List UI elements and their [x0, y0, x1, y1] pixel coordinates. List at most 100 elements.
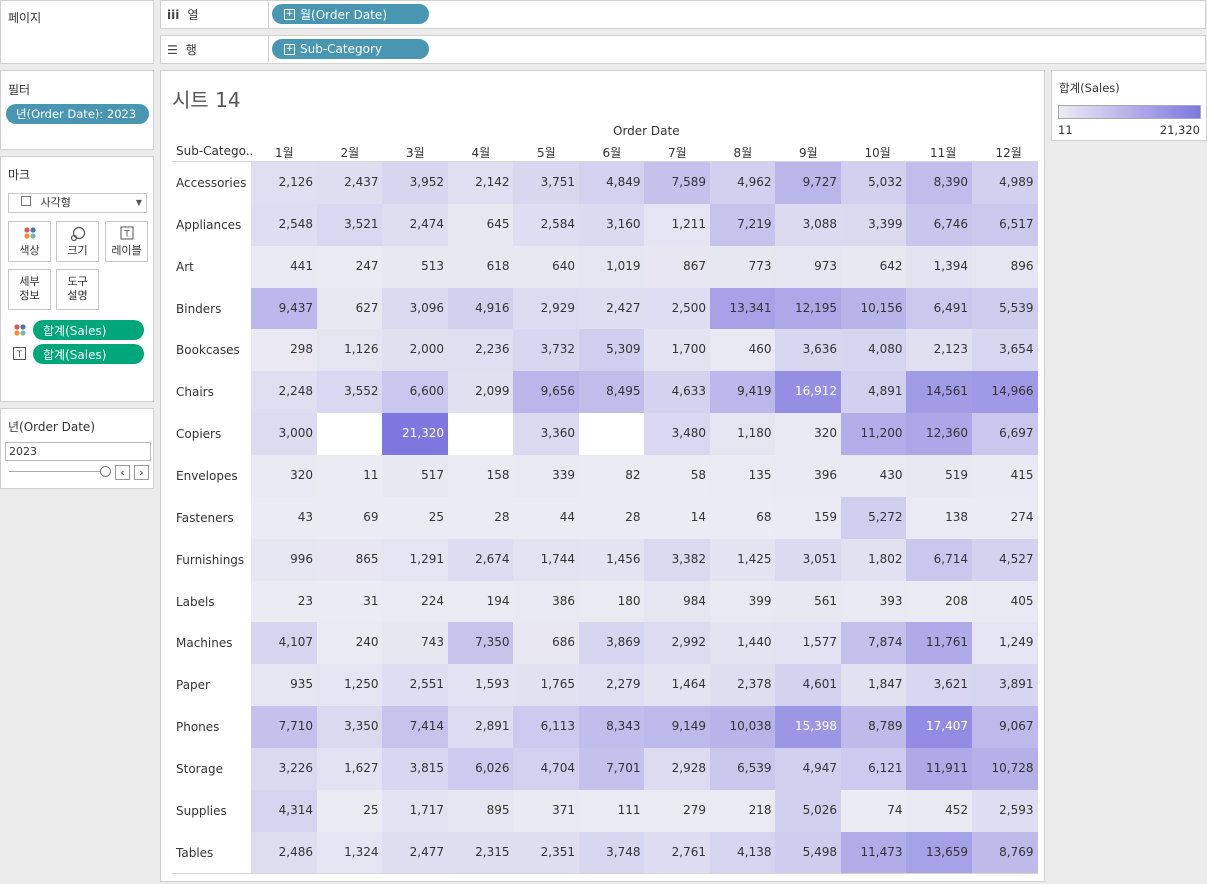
heatmap-cell[interactable]: 69 — [316, 496, 383, 540]
row-header[interactable]: Accessories — [176, 176, 247, 190]
heatmap-cell[interactable]: 618 — [447, 245, 514, 289]
heatmap-cell[interactable]: 8,390 — [906, 162, 972, 205]
heatmap-cell[interactable]: 3,360 — [513, 413, 579, 456]
heatmap-cell[interactable]: 2,674 — [447, 538, 514, 581]
heatmap-cell[interactable]: 1,425 — [709, 538, 776, 581]
heatmap-cell[interactable]: 4,633 — [644, 371, 710, 414]
heatmap-cell[interactable]: 1,593 — [447, 664, 514, 707]
heatmap-cell[interactable]: 14,966 — [971, 371, 1038, 414]
heatmap-cell[interactable]: 6,026 — [447, 747, 514, 791]
heatmap-cell[interactable]: 4,314 — [251, 789, 317, 833]
heatmap-cell[interactable]: 3,751 — [513, 162, 579, 205]
heatmap-cell[interactable]: 7,350 — [447, 622, 514, 665]
heatmap-cell[interactable]: 441 — [251, 245, 317, 289]
heatmap-cell[interactable]: 867 — [644, 245, 710, 289]
marks-panel[interactable]: 마크 사각형 ▼ 색상 크기 T 레이블 세부 정보 도구 설명 합계(Sale… — [0, 156, 154, 402]
heatmap-cell[interactable]: 430 — [840, 454, 907, 498]
heatmap-cell[interactable]: 7,701 — [578, 747, 645, 791]
row-header[interactable]: Copiers — [176, 427, 222, 442]
heatmap-cell[interactable]: 1,456 — [578, 538, 645, 581]
heatmap-cell[interactable]: 3,480 — [644, 413, 710, 456]
columns-pill[interactable]: + 월(Order Date) — [272, 4, 429, 24]
heatmap-cell[interactable]: 3,869 — [578, 622, 645, 665]
heatmap-cell[interactable]: 8,769 — [971, 831, 1038, 874]
heatmap-cell[interactable]: 2,248 — [251, 371, 317, 414]
row-header[interactable]: Bookcases — [176, 343, 240, 358]
heatmap-cell[interactable]: 135 — [709, 454, 776, 498]
heatmap-cell[interactable]: 9,067 — [971, 706, 1038, 749]
heatmap-cell[interactable]: 12,195 — [775, 287, 841, 330]
heatmap-cell[interactable]: 10,038 — [709, 706, 776, 749]
heatmap-cell[interactable]: 3,815 — [382, 747, 448, 791]
heatmap-cell[interactable]: 1,211 — [644, 203, 710, 247]
heatmap-cell[interactable]: 16,912 — [775, 371, 841, 414]
heatmap-cell[interactable]: 3,521 — [316, 203, 383, 247]
month-header[interactable]: 7월 — [668, 146, 687, 160]
heatmap-cell[interactable]: 2,123 — [906, 329, 972, 372]
heatmap-cell[interactable]: 3,096 — [382, 287, 448, 330]
heatmap-cell[interactable]: 2,500 — [644, 287, 710, 330]
row-header[interactable]: Storage — [176, 761, 223, 776]
heatmap-cell[interactable]: 4,849 — [578, 162, 645, 205]
color-button[interactable]: 색상 — [8, 221, 51, 262]
heatmap-cell[interactable]: 7,414 — [382, 706, 448, 749]
heatmap-cell[interactable]: 11,200 — [840, 413, 907, 456]
heatmap-cell[interactable]: 9,727 — [775, 162, 841, 205]
year-filter-value[interactable]: 2023 — [5, 442, 151, 461]
heatmap-cell[interactable]: 386 — [513, 580, 579, 623]
heatmap-cell[interactable]: 2,279 — [578, 664, 645, 707]
heatmap-cell[interactable]: 224 — [382, 580, 448, 623]
heatmap-cell[interactable]: 158 — [447, 454, 514, 498]
heatmap-cell[interactable]: 3,621 — [906, 664, 972, 707]
heatmap-cell[interactable]: 3,051 — [775, 538, 841, 581]
heatmap-cell[interactable]: 896 — [971, 245, 1038, 289]
heatmap-cell[interactable]: 138 — [906, 496, 972, 540]
heatmap-cell[interactable]: 13,341 — [709, 287, 776, 330]
row-header[interactable]: Art — [176, 259, 194, 274]
heatmap-cell[interactable]: 7,874 — [840, 622, 907, 665]
columns-shelf[interactable]: iii 열 + 월(Order Date) — [160, 0, 1206, 29]
filter-pill-year[interactable]: 년(Order Date): 2023 — [6, 104, 149, 124]
prev-button[interactable]: ‹ — [115, 465, 130, 480]
heatmap-cell[interactable]: 1,847 — [840, 664, 907, 707]
heatmap-cell[interactable]: 2,584 — [513, 203, 579, 247]
heatmap-cell[interactable]: 1,700 — [644, 329, 710, 372]
heatmap-cell[interactable]: 11,761 — [906, 622, 972, 665]
rows-shelf[interactable]: ☰ 행 + Sub-Category — [160, 35, 1206, 64]
heatmap-cell[interactable]: 6,746 — [906, 203, 972, 247]
heatmap-cell[interactable]: 10,156 — [840, 287, 907, 330]
heatmap-cell[interactable]: 935 — [251, 664, 317, 707]
heatmap-cell[interactable]: 25 — [316, 789, 383, 833]
month-header[interactable]: 10월 — [864, 146, 891, 160]
month-header[interactable]: 9월 — [799, 146, 818, 160]
heatmap-cell[interactable]: 405 — [971, 580, 1038, 623]
heatmap-cell[interactable]: 895 — [447, 789, 514, 833]
heatmap-cell[interactable]: 240 — [316, 622, 383, 665]
heatmap-cell[interactable]: 208 — [906, 580, 972, 623]
month-header[interactable]: 1월 — [275, 146, 294, 160]
heatmap-cell[interactable]: 1,577 — [775, 622, 841, 665]
heatmap-cell[interactable]: 74 — [840, 789, 907, 833]
heatmap-cell[interactable]: 111 — [578, 789, 645, 833]
heatmap-cell[interactable]: 9,437 — [251, 287, 317, 330]
heatmap-cell[interactable]: 25 — [382, 496, 448, 540]
heatmap-cell[interactable]: 68 — [709, 496, 776, 540]
heatmap-cell[interactable]: 2,548 — [251, 203, 317, 247]
heatmap-cell[interactable]: 513 — [382, 245, 448, 289]
heatmap-cell[interactable]: 1,291 — [382, 538, 448, 581]
expand-icon[interactable]: + — [284, 43, 295, 55]
heatmap-cell[interactable]: 973 — [775, 245, 841, 289]
heatmap-cell[interactable]: 3,088 — [775, 203, 841, 247]
row-header[interactable]: Fasteners — [176, 510, 234, 525]
heatmap-cell[interactable]: 2,437 — [316, 162, 383, 205]
heatmap-cell[interactable]: 2,477 — [382, 831, 448, 874]
heatmap-cell[interactable]: 13,659 — [906, 831, 972, 874]
heatmap-cell[interactable]: 4,080 — [840, 329, 907, 372]
row-header[interactable]: Labels — [176, 594, 215, 609]
heatmap-cell[interactable]: 11 — [316, 454, 383, 498]
heatmap-cell[interactable]: 2,236 — [447, 329, 514, 372]
next-button[interactable]: › — [134, 465, 149, 480]
heatmap-cell[interactable]: 3,399 — [840, 203, 907, 247]
row-header[interactable]: Binders — [176, 301, 222, 316]
heatmap-cell[interactable]: 2,891 — [447, 706, 514, 749]
